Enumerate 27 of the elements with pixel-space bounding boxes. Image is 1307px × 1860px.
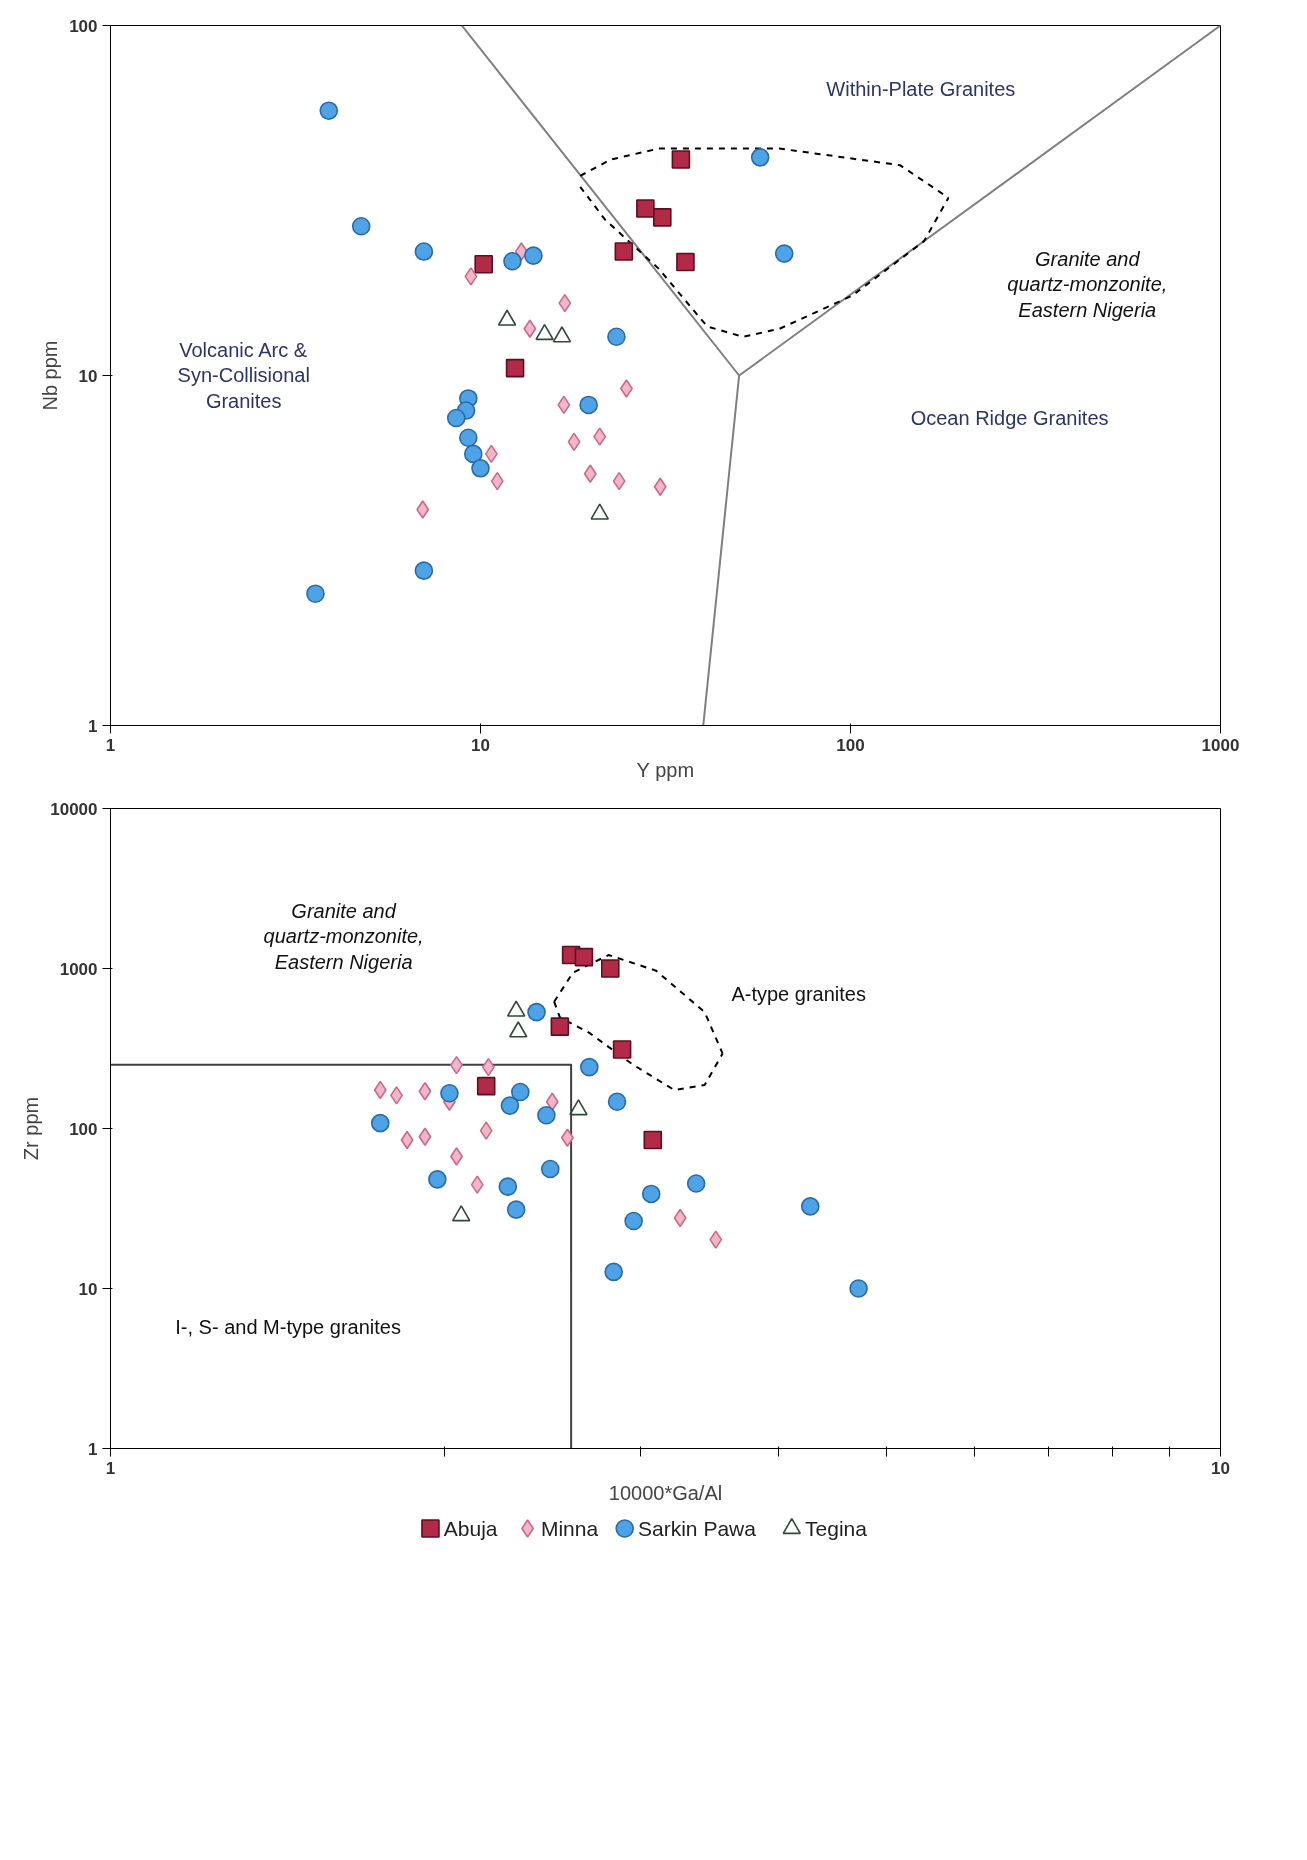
annotation: Ocean Ridge Granites <box>910 406 1109 429</box>
annotation: Granite and quartz-monzonite, Eastern Nigeria <box>263 900 424 973</box>
x-tick-label: 10 <box>471 735 490 755</box>
x-tick-label: 100 <box>836 735 865 755</box>
legend-label: Sarkin Pawa <box>638 1517 757 1540</box>
x-tick-label: 1 <box>105 735 116 755</box>
y-tick-label: 10000 <box>50 799 98 819</box>
annotation: I-, S- and M-type granites <box>175 1315 401 1338</box>
x-axis-title: Y ppm <box>636 758 695 781</box>
legend-label: Abuja <box>443 1517 498 1540</box>
annotation: Within-Plate Granites <box>826 77 1016 100</box>
annotation: Volcanic Arc & Syn-Collisional Granites <box>177 339 310 412</box>
y-axis-title: Nb ppm <box>39 340 62 411</box>
y-tick-label: 1000 <box>59 959 98 979</box>
y-tick-label: 1 <box>88 1439 98 1459</box>
y-tick-label: 1 <box>88 716 98 736</box>
annotation: A-type granites <box>731 983 866 1006</box>
legend-label: Minna <box>540 1517 599 1540</box>
y-tick-label: 100 <box>69 16 98 36</box>
y-tick-label: 10 <box>78 1279 98 1299</box>
x-tick-label: 1000 <box>1201 735 1240 755</box>
legend-label: Tegina <box>805 1517 868 1540</box>
annotation: Granite and quartz-monzonite, Eastern Nigeria <box>1007 248 1168 321</box>
y-tick-label: 10 <box>78 366 98 386</box>
y-axis-title: Zr ppm <box>20 1096 43 1161</box>
y-tick-label: 100 <box>69 1119 98 1139</box>
x-axis-title: 10000*Ga/Al <box>608 1481 723 1504</box>
